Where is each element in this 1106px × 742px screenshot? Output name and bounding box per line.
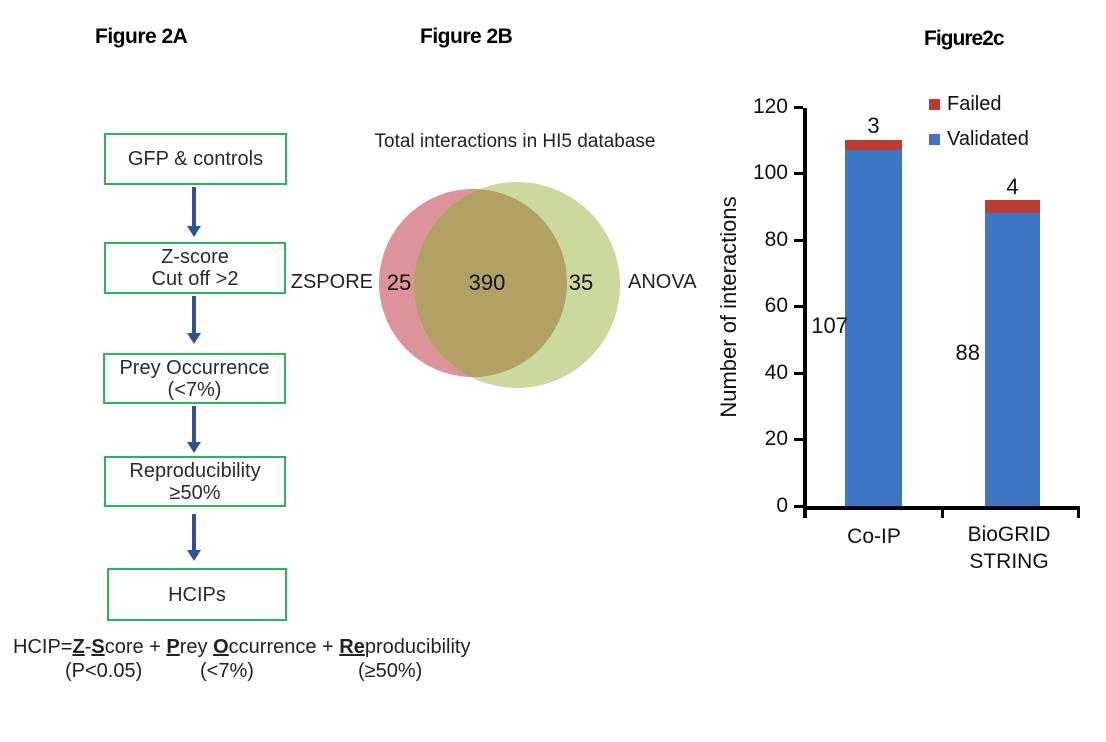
venn-title: Total interactions in HI5 database [374, 131, 656, 152]
arrow-stem [192, 514, 196, 550]
arrow-stem [192, 296, 196, 333]
y-tick-label: 20 [764, 427, 788, 450]
y-tick-label: 80 [764, 228, 788, 251]
validated-count-co-ip: 107 [811, 313, 848, 338]
failed-count-biogrid: 4 [1006, 174, 1019, 199]
arrow-stem [192, 406, 196, 442]
category-label-biogrid-string: BioGRID STRING [957, 521, 1061, 575]
formula-text: P [166, 636, 180, 658]
failed-count-co-ip: 3 [867, 113, 880, 138]
x-tick-mark [1077, 510, 1080, 518]
y-tick-mark [794, 505, 803, 508]
flow-box-text: Reproducibility [129, 459, 261, 482]
y-tick-label: 60 [764, 294, 788, 317]
legend-item-failed: Failed [929, 93, 1029, 116]
venn-left-label: ZSPORE [290, 271, 373, 293]
bar-co-ip-validated-segment [845, 150, 902, 506]
formula-text: core + [104, 636, 167, 658]
venn-right-value: 35 [568, 270, 594, 295]
down-arrow-icon [187, 406, 201, 453]
y-tick-mark [794, 305, 803, 308]
formula-subnote-occurrence: (<7%) [200, 660, 254, 682]
panel-c-title: Figure2c [924, 27, 1005, 50]
formula-text: HCIP= [13, 636, 73, 658]
flow-box-text: Prey Occurrence [119, 356, 270, 379]
category-label-co-ip: Co-IP [838, 523, 910, 550]
formula-text: - [84, 636, 92, 658]
venn-diagram [379, 182, 620, 388]
chart-legend: Failed Validated [929, 93, 1029, 151]
flow-box-gfp-controls: GFP & controls [104, 133, 287, 185]
category-text: Co-IP [847, 525, 901, 548]
formula-text: ccurrence + [228, 636, 340, 658]
formula-subnote-pvalue: (P<0.05) [65, 660, 143, 682]
venn-right-label: ANOVA [628, 271, 697, 293]
x-axis-line [803, 506, 1080, 510]
formula-text: O [213, 636, 229, 658]
formula-text: S [91, 636, 105, 658]
venn-overlap-value: 390 [468, 270, 506, 295]
y-tick-label: 120 [752, 95, 788, 118]
formula-text: producibility [364, 636, 471, 658]
flow-box-prey-occurrence: Prey Occurrence (<7%) [103, 353, 286, 404]
y-tick-mark [794, 438, 803, 441]
flow-box-text: Cut off >2 [151, 268, 239, 290]
x-tick-mark [941, 510, 944, 518]
panel-b-title: Figure 2B [420, 25, 513, 48]
category-text: BioGRID [967, 523, 1051, 546]
legend-validated-label: Validated [947, 128, 1029, 150]
flow-box-text: ≥50% [169, 481, 221, 504]
formula-text: Z [72, 636, 85, 658]
legend-failed-label: Failed [947, 93, 1002, 115]
legend-item-validated: Validated [929, 128, 1029, 151]
validated-count-biogrid: 88 [955, 340, 980, 365]
venn-left-value: 25 [386, 270, 412, 295]
y-tick-mark [794, 239, 803, 242]
y-tick-label: 0 [776, 494, 788, 517]
category-text: STRING [969, 550, 1049, 573]
flow-box-text: GFP & controls [127, 148, 264, 170]
arrow-stem [192, 187, 196, 226]
flow-box-zscore: Z-score Cut off >2 [104, 242, 286, 294]
panel-a-title: Figure 2A [95, 25, 188, 48]
down-arrow-icon [187, 514, 201, 561]
flow-box-reproducibility: Reproducibility ≥50% [104, 456, 286, 507]
validated-color-swatch [929, 134, 940, 145]
bar-biogrid-validated-segment [985, 213, 1040, 506]
flow-box-text: Z-score [161, 246, 229, 268]
down-arrow-icon [187, 187, 201, 237]
hcip-formula: HCIP=Z-Score + Prey Occurrence + Reprodu… [13, 636, 470, 659]
bar-biogrid-string [985, 200, 1040, 506]
y-tick-label: 100 [752, 161, 788, 184]
y-axis-line [803, 108, 807, 518]
down-arrow-icon [187, 296, 201, 344]
y-tick-mark [794, 106, 803, 109]
y-tick-mark [794, 372, 803, 375]
y-tick-label: 40 [764, 361, 788, 384]
bar-biogrid-failed-segment [985, 200, 1040, 214]
formula-text: Re [339, 636, 365, 658]
bar-co-ip-failed-segment [845, 140, 902, 151]
flow-box-text: (<7%) [167, 378, 222, 401]
failed-color-swatch [929, 99, 940, 110]
venn-overlap-region [414, 189, 567, 377]
formula-subnote-reproducibility: (≥50%) [358, 660, 423, 682]
formula-text: rey [179, 636, 214, 658]
y-tick-mark [794, 172, 803, 175]
flow-box-text: HCIPs [168, 583, 226, 606]
flow-box-hcips: HCIPs [107, 568, 287, 621]
bar-co-ip [845, 140, 902, 506]
